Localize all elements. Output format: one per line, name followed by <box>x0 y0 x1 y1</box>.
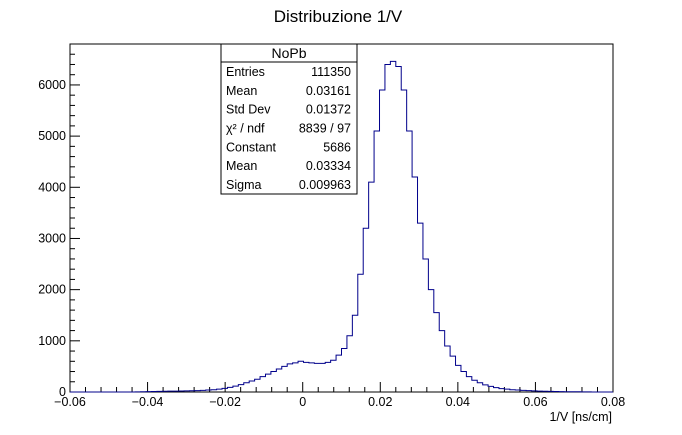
y-tick-label: 4000 <box>38 180 66 194</box>
stats-row-value: 8839 / 97 <box>299 122 351 136</box>
x-tick-label: 0.06 <box>523 395 547 409</box>
y-tick-label: 0 <box>59 385 66 399</box>
x-tick-label: 0.08 <box>601 395 625 409</box>
x-tick-label: 0.02 <box>368 395 392 409</box>
stats-row-value: 0.03161 <box>306 84 351 98</box>
y-axis: 0 1000 2000 3000 4000 5000 6000 <box>38 43 80 399</box>
stats-row-value: 0.03334 <box>306 159 351 173</box>
x-axis-label: 1/V [ns/cm] <box>549 410 612 424</box>
stats-box: NoPb Entries 111350 Mean 0.03161 Std Dev 0.01… <box>220 43 358 195</box>
stats-row-label: Std Dev <box>226 103 271 117</box>
y-tick-label: 6000 <box>38 78 66 92</box>
stats-row-label: Mean <box>226 84 257 98</box>
y-tick-label: 3000 <box>38 231 66 245</box>
x-axis: −0.06 −0.04 −0.02 0 0.02 0.04 0.06 0.08 <box>54 382 625 409</box>
y-tick-label: 5000 <box>38 129 66 143</box>
stats-row-label: Entries <box>226 65 265 79</box>
stats-row-value: 0.009963 <box>299 178 351 192</box>
y-tick-label: 1000 <box>38 334 66 348</box>
x-tick-label: −0.06 <box>54 395 86 409</box>
x-tick-label: −0.02 <box>209 395 241 409</box>
stats-row-label: Constant <box>226 140 277 154</box>
x-tick-label: 0 <box>299 395 306 409</box>
x-tick-label: −0.04 <box>132 395 164 409</box>
stats-row-value: 5686 <box>323 140 351 154</box>
stats-row-value: 0.01372 <box>306 103 351 117</box>
stats-row-value: 111350 <box>311 65 351 79</box>
y-tick-label: 2000 <box>38 283 66 297</box>
stats-row-label: Mean <box>226 159 257 173</box>
histogram-series <box>70 60 613 393</box>
stats-box-frame <box>220 43 358 195</box>
x-tick-label: 0.04 <box>446 395 470 409</box>
chart-title: Distribuzione 1/V <box>274 7 403 26</box>
stats-row-label: Sigma <box>226 178 261 192</box>
stats-box-title: NoPb <box>271 45 306 61</box>
stats-rows: Entries 111350 Mean 0.03161 Std Dev 0.01372 χ²… <box>226 65 351 192</box>
plot-area: −0.06 −0.04 −0.02 0 0.02 0.04 0.06 0.08 0 1000 20… <box>38 43 625 409</box>
stats-row-label: χ² / ndf <box>226 122 265 136</box>
